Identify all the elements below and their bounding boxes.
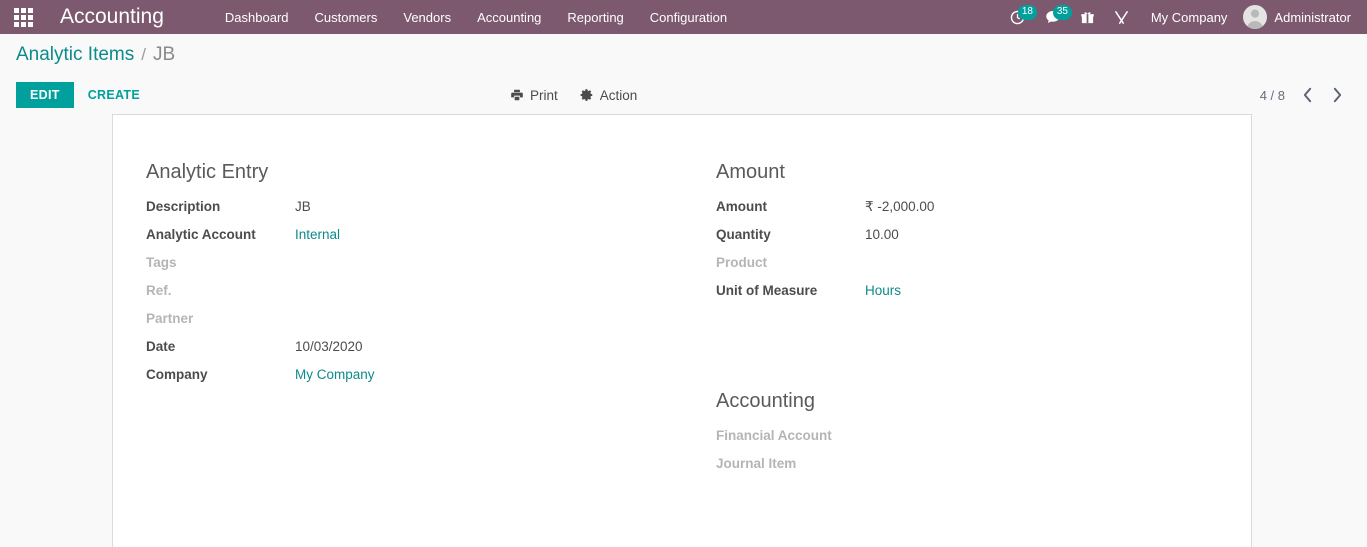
breadcrumb-root-link[interactable]: Analytic Items [16, 44, 135, 65]
activities-badge: 18 [1017, 5, 1037, 20]
field-label-partner: Partner [146, 311, 194, 326]
field-label-unit-of-measure: Unit of Measure [716, 283, 818, 298]
field-value-date: 10/03/2020 [295, 339, 363, 354]
tools-icon [1114, 10, 1128, 24]
user-menu[interactable]: Administrator [1239, 5, 1359, 29]
field-value-company[interactable]: My Company [295, 367, 375, 382]
main-menu: Dashboard Customers Vendors Accounting R… [212, 2, 740, 33]
pager-next-button[interactable] [1329, 85, 1345, 105]
clock-activity-icon [1010, 10, 1025, 24]
field-value-description: JB [295, 199, 311, 214]
field-value-amount: ₹ -2,000.00 [865, 199, 935, 214]
field-label-company: Company [146, 367, 208, 382]
current-company[interactable]: My Company [1150, 9, 1228, 25]
breadcrumb-current: JB [153, 44, 176, 65]
action-label: Action [599, 87, 638, 103]
form-sheet: Analytic Entry Description JB Analytic A… [112, 114, 1252, 547]
breadcrumb-separator: / [141, 45, 146, 64]
field-value-quantity: 10.00 [865, 227, 899, 242]
field-description: Description JB [146, 199, 683, 218]
field-value-unit-of-measure[interactable]: Hours [865, 283, 902, 298]
field-label-analytic-account: Analytic Account [146, 227, 256, 242]
printer-icon [511, 89, 523, 101]
analytic-entry-title: Analytic Entry [146, 161, 269, 183]
edit-button[interactable]: EDIT [16, 82, 74, 108]
record-pager: 4 / 8 [1260, 85, 1345, 105]
field-label-date: Date [146, 339, 176, 354]
amount-title: Amount [716, 161, 785, 183]
chevron-left-icon [1303, 87, 1311, 103]
field-ref: Ref. [146, 283, 683, 302]
menu-item-accounting[interactable]: Accounting [477, 9, 542, 25]
user-avatar-icon [1243, 5, 1268, 29]
gift-icon [1081, 11, 1094, 23]
field-amount: Amount ₹ -2,000.00 [716, 199, 1220, 218]
print-menu[interactable]: Print [510, 88, 558, 103]
accounting-title: Accounting [716, 390, 815, 412]
field-company: Company My Company [146, 367, 683, 386]
amount-group: Amount Amount ₹ -2,000.00 Quantity 10.00… [683, 161, 1220, 484]
field-quantity: Quantity 10.00 [716, 227, 1220, 246]
field-label-quantity: Quantity [716, 227, 771, 242]
top-navbar: Accounting Dashboard Customers Vendors A… [0, 0, 1367, 34]
control-panel: EDIT CREATE Print Action 4 / 8 [0, 76, 1367, 114]
systray: 18 35 My Company [1000, 0, 1367, 34]
field-analytic-account: Analytic Account Internal [146, 227, 683, 246]
activities-menu[interactable]: 18 [1000, 0, 1037, 34]
create-button[interactable]: CREATE [74, 82, 154, 108]
field-label-financial-account: Financial Account [716, 428, 832, 443]
messages-menu[interactable]: 35 [1035, 0, 1072, 34]
field-label-tags: Tags [146, 255, 177, 270]
menu-item-dashboard[interactable]: Dashboard [224, 9, 289, 25]
menu-item-reporting[interactable]: Reporting [567, 9, 624, 25]
field-label-amount: Amount [716, 199, 767, 214]
apps-grid-icon [13, 7, 33, 27]
chevron-right-icon [1333, 87, 1341, 103]
field-label-description: Description [146, 199, 221, 214]
field-product: Product [716, 255, 1220, 274]
field-label-journal-item: Journal Item [716, 456, 797, 471]
field-tags: Tags [146, 255, 683, 274]
menu-item-configuration[interactable]: Configuration [649, 9, 728, 25]
field-journal-item: Journal Item [716, 456, 1220, 475]
menu-item-customers[interactable]: Customers [314, 9, 378, 25]
menu-item-vendors[interactable]: Vendors [403, 9, 452, 25]
gift-menu[interactable] [1071, 0, 1104, 34]
action-menu[interactable]: Action [580, 87, 638, 103]
field-financial-account: Financial Account [716, 428, 1220, 447]
form-columns: Analytic Entry Description JB Analytic A… [113, 161, 1251, 484]
gear-icon [580, 89, 593, 101]
field-partner: Partner [146, 311, 683, 330]
apps-menu-toggle[interactable] [0, 0, 46, 34]
messages-badge: 35 [1052, 5, 1072, 20]
field-label-ref: Ref. [146, 283, 172, 298]
breadcrumb: Analytic Items / JB [0, 34, 1367, 76]
pager-previous-button[interactable] [1299, 85, 1315, 105]
app-brand-title[interactable]: Accounting [60, 5, 164, 28]
form-sheet-wrapper: Analytic Entry Description JB Analytic A… [0, 114, 1367, 547]
control-panel-actions: Print Action [510, 88, 637, 103]
pager-count: 4 / 8 [1259, 87, 1285, 103]
field-value-analytic-account[interactable]: Internal [295, 227, 341, 242]
analytic-entry-group: Analytic Entry Description JB Analytic A… [146, 161, 683, 484]
field-date: Date 10/03/2020 [146, 339, 683, 358]
user-name-label: Administrator [1274, 9, 1351, 25]
field-unit-of-measure: Unit of Measure Hours [716, 283, 1220, 302]
print-label: Print [530, 87, 558, 103]
field-label-product: Product [716, 255, 768, 270]
tools-menu[interactable] [1104, 0, 1139, 34]
